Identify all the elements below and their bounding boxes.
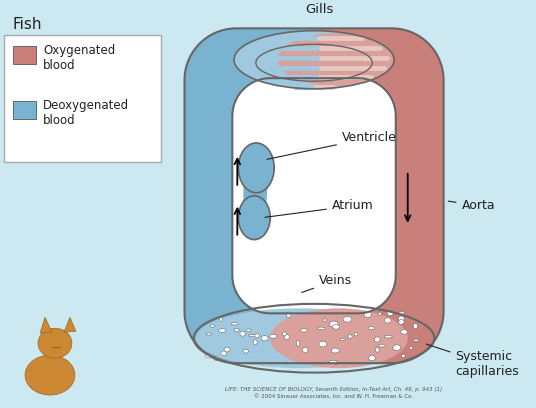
Ellipse shape bbox=[219, 317, 222, 322]
Ellipse shape bbox=[205, 354, 214, 358]
Polygon shape bbox=[314, 28, 444, 363]
Ellipse shape bbox=[221, 351, 227, 356]
Ellipse shape bbox=[398, 319, 404, 324]
Ellipse shape bbox=[246, 329, 251, 332]
Ellipse shape bbox=[378, 344, 386, 347]
Ellipse shape bbox=[218, 329, 226, 333]
Polygon shape bbox=[243, 168, 269, 218]
Text: Deoxygenated
blood: Deoxygenated blood bbox=[43, 99, 129, 127]
Ellipse shape bbox=[318, 327, 325, 330]
Polygon shape bbox=[64, 317, 76, 332]
Ellipse shape bbox=[368, 327, 375, 330]
Text: © 2004 Sinauer Associates, Inc. and W. H. Freeman & Co.: © 2004 Sinauer Associates, Inc. and W. H… bbox=[255, 394, 414, 399]
Polygon shape bbox=[232, 78, 396, 313]
Ellipse shape bbox=[413, 339, 419, 341]
Ellipse shape bbox=[25, 355, 75, 395]
Ellipse shape bbox=[340, 339, 345, 341]
Ellipse shape bbox=[210, 325, 215, 327]
Ellipse shape bbox=[301, 328, 308, 332]
Text: Gills: Gills bbox=[305, 3, 333, 16]
Ellipse shape bbox=[296, 340, 300, 346]
Ellipse shape bbox=[393, 345, 400, 350]
Ellipse shape bbox=[270, 308, 408, 368]
Bar bbox=[13, 46, 36, 64]
Ellipse shape bbox=[329, 361, 338, 364]
Ellipse shape bbox=[240, 331, 245, 336]
Ellipse shape bbox=[319, 341, 327, 347]
Ellipse shape bbox=[384, 335, 392, 338]
Ellipse shape bbox=[331, 348, 339, 353]
Ellipse shape bbox=[278, 33, 394, 86]
Ellipse shape bbox=[214, 357, 218, 360]
Ellipse shape bbox=[375, 348, 379, 352]
Ellipse shape bbox=[282, 332, 286, 336]
Ellipse shape bbox=[410, 346, 413, 350]
Ellipse shape bbox=[364, 312, 371, 317]
Ellipse shape bbox=[348, 335, 352, 339]
Ellipse shape bbox=[354, 333, 358, 336]
Ellipse shape bbox=[286, 312, 291, 318]
Ellipse shape bbox=[398, 312, 405, 314]
Ellipse shape bbox=[232, 322, 238, 325]
Ellipse shape bbox=[255, 334, 259, 337]
Ellipse shape bbox=[234, 31, 394, 89]
Ellipse shape bbox=[384, 318, 391, 323]
Ellipse shape bbox=[224, 347, 230, 352]
Text: Atrium: Atrium bbox=[265, 199, 374, 217]
Polygon shape bbox=[40, 317, 52, 333]
Text: Veins: Veins bbox=[302, 274, 352, 293]
Ellipse shape bbox=[239, 143, 274, 193]
Ellipse shape bbox=[333, 324, 340, 329]
Text: Fish: Fish bbox=[12, 18, 42, 32]
Ellipse shape bbox=[343, 316, 352, 322]
Ellipse shape bbox=[387, 310, 393, 316]
Ellipse shape bbox=[401, 354, 405, 358]
Ellipse shape bbox=[249, 335, 257, 337]
Ellipse shape bbox=[261, 336, 268, 341]
Ellipse shape bbox=[239, 196, 270, 239]
Ellipse shape bbox=[284, 335, 289, 340]
Ellipse shape bbox=[243, 349, 249, 353]
Ellipse shape bbox=[369, 355, 375, 361]
Text: Aorta: Aorta bbox=[448, 199, 495, 212]
Ellipse shape bbox=[378, 312, 381, 315]
Ellipse shape bbox=[398, 316, 404, 321]
Ellipse shape bbox=[413, 324, 418, 329]
Ellipse shape bbox=[234, 328, 239, 331]
FancyBboxPatch shape bbox=[4, 35, 161, 162]
Ellipse shape bbox=[196, 308, 402, 368]
Ellipse shape bbox=[323, 319, 326, 322]
Ellipse shape bbox=[333, 360, 338, 365]
Ellipse shape bbox=[303, 347, 308, 353]
Ellipse shape bbox=[206, 333, 212, 335]
Text: Systemic
capillaries: Systemic capillaries bbox=[426, 344, 519, 378]
Ellipse shape bbox=[270, 334, 277, 338]
Ellipse shape bbox=[330, 321, 338, 327]
Text: LIFE: THE SCIENCE OF BIOLOGY, Seventh Edition, In-Text Art, Ch. 49, p. 943 (1): LIFE: THE SCIENCE OF BIOLOGY, Seventh Ed… bbox=[226, 387, 443, 392]
Text: Ventricle: Ventricle bbox=[267, 131, 397, 159]
Ellipse shape bbox=[38, 328, 72, 358]
Text: Oxygenated
blood: Oxygenated blood bbox=[43, 44, 115, 72]
Ellipse shape bbox=[253, 340, 257, 345]
Ellipse shape bbox=[401, 330, 407, 334]
Bar bbox=[13, 101, 36, 119]
Polygon shape bbox=[184, 28, 314, 363]
Ellipse shape bbox=[374, 337, 380, 342]
